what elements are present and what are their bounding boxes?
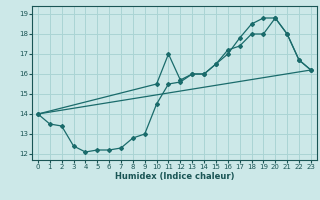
X-axis label: Humidex (Indice chaleur): Humidex (Indice chaleur) [115, 172, 234, 181]
